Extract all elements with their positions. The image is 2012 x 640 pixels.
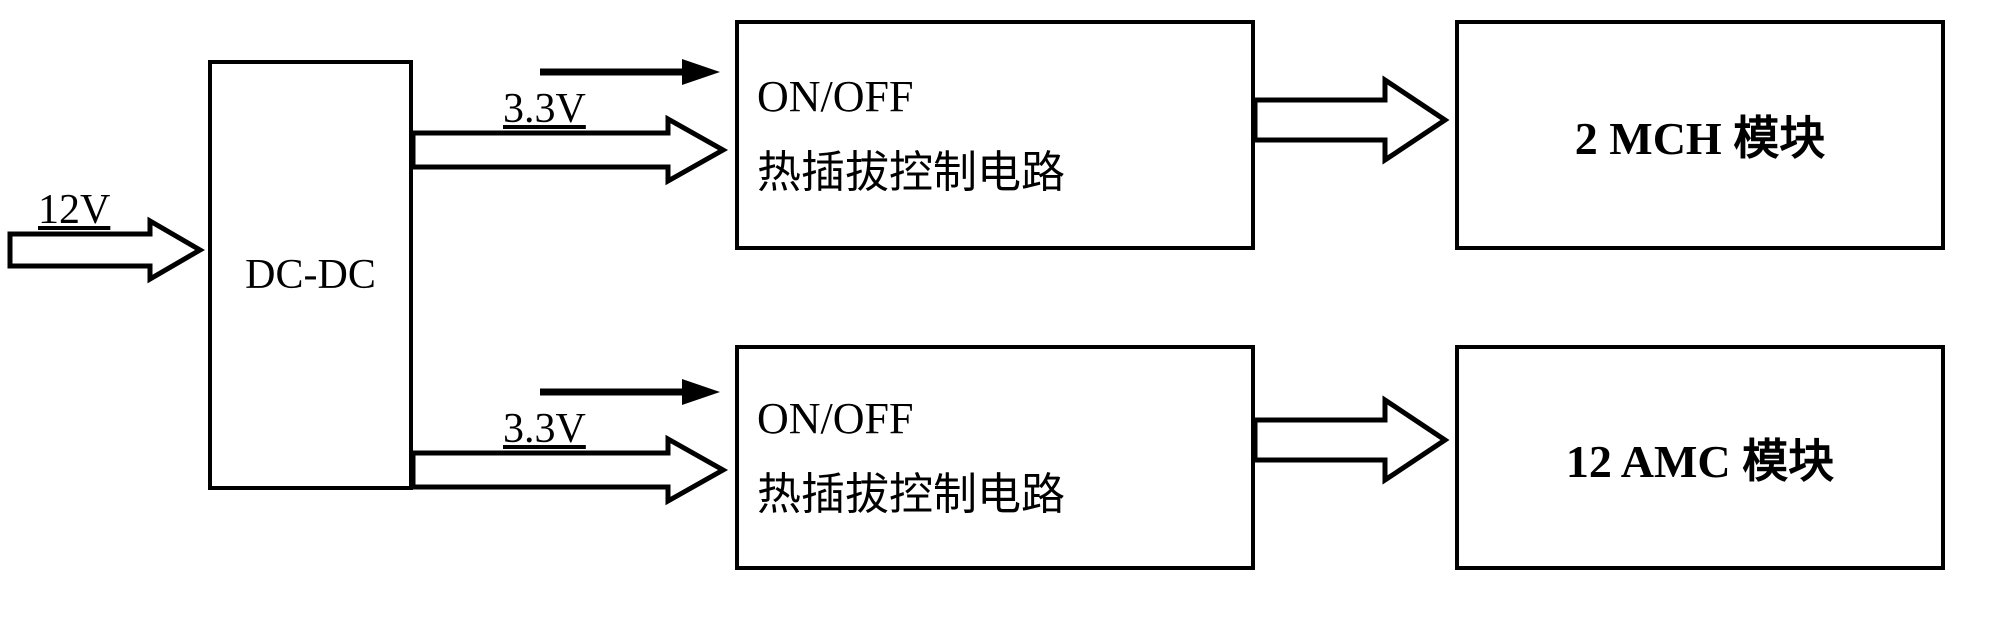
power-arrow-bottom-icon	[413, 434, 723, 506]
onoff-label-top: ON/OFF	[757, 71, 1251, 122]
signal-arrow-top-icon	[540, 54, 720, 90]
hotplug-label-bottom: 热插拔控制电路	[757, 458, 1251, 522]
module-label-top: 2 MCH 模块	[1575, 102, 1825, 168]
input-arrow-icon	[10, 216, 200, 284]
onoff-label-bottom: ON/OFF	[757, 393, 1251, 444]
dcdc-box: DC-DC	[208, 60, 413, 490]
signal-arrow-bottom-icon	[540, 374, 720, 410]
hotplug-box-bottom: ON/OFF 热插拔控制电路	[735, 345, 1255, 570]
module-box-top: 2 MCH 模块	[1455, 20, 1945, 250]
hotplug-label-top: 热插拔控制电路	[757, 136, 1251, 200]
power-arrow-top-icon	[413, 114, 723, 186]
output-arrow-bottom-icon	[1255, 395, 1445, 485]
module-box-bottom: 12 AMC 模块	[1455, 345, 1945, 570]
hotplug-box-top: ON/OFF 热插拔控制电路	[735, 20, 1255, 250]
dcdc-label: DC-DC	[245, 251, 376, 299]
module-label-bottom: 12 AMC 模块	[1566, 425, 1834, 491]
output-arrow-top-icon	[1255, 75, 1445, 165]
